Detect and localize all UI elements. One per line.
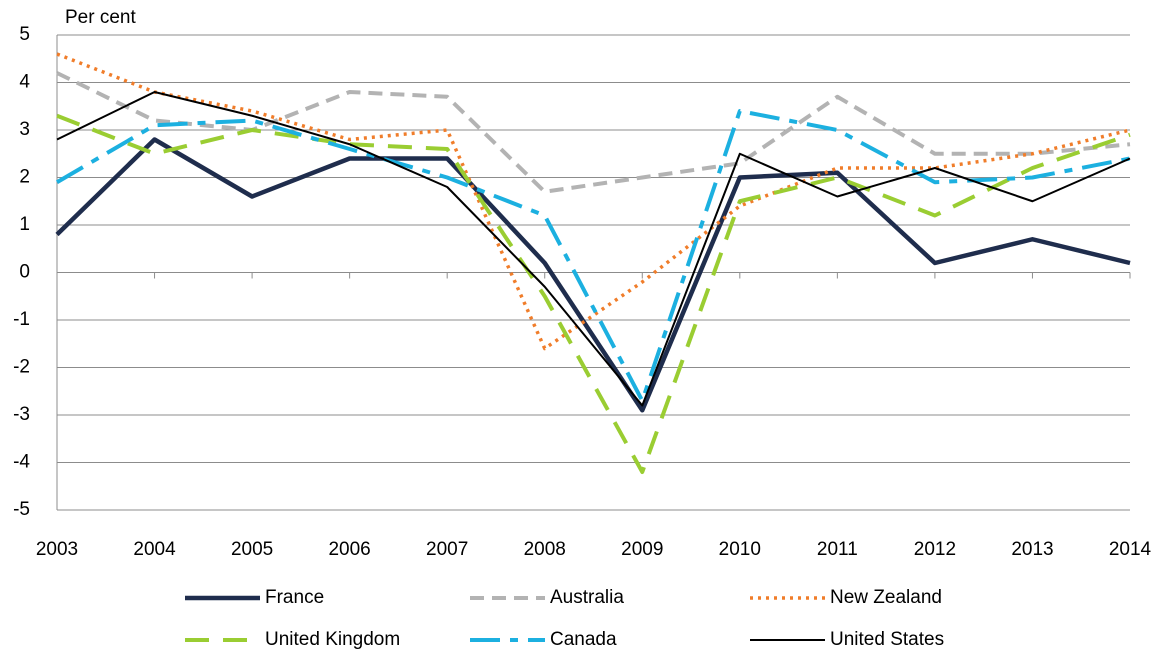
x-tick-label: 2012 [914, 539, 956, 560]
legend-label: Australia [550, 587, 624, 608]
x-tick-label: 2003 [36, 539, 78, 560]
y-tick-label: 0 [19, 262, 30, 283]
x-tick-label: 2008 [524, 539, 566, 560]
x-tick-label: 2004 [133, 539, 176, 560]
x-tick-label: 2007 [426, 539, 468, 560]
x-tick-label: 2013 [1011, 539, 1053, 560]
legend-label: United States [830, 629, 944, 650]
y-tick-label: -2 [13, 357, 30, 378]
legend-label: United Kingdom [265, 629, 400, 650]
series-line [55, 109, 1131, 403]
y-tick-label: -5 [13, 499, 30, 520]
x-tick-label: 2006 [328, 539, 370, 560]
x-tick-label: 2009 [621, 539, 663, 560]
y-tick-label: -1 [13, 309, 30, 330]
x-tick-label: 2014 [1109, 539, 1152, 560]
series-line [56, 113, 1131, 474]
x-tick-label: 2011 [817, 539, 858, 560]
legend-label: Canada [550, 629, 617, 650]
y-tick-label: 5 [19, 24, 30, 45]
y-tick-label: -4 [13, 452, 30, 473]
y-tick-label: -3 [13, 404, 30, 425]
y-axis-label: Per cent [65, 7, 136, 28]
series-line [56, 52, 1131, 351]
legend-label: New Zealand [830, 587, 942, 608]
y-tick-label: 2 [19, 167, 30, 188]
x-tick-label: 2010 [719, 539, 761, 560]
x-tick-label: 2005 [231, 539, 273, 560]
y-tick-label: 1 [19, 214, 30, 235]
series-line [55, 137, 1131, 413]
series-line [56, 71, 1131, 194]
legend-label: France [265, 587, 324, 608]
y-tick-label: 3 [19, 119, 30, 140]
series-line [56, 91, 1131, 407]
y-tick-label: 4 [19, 72, 30, 93]
